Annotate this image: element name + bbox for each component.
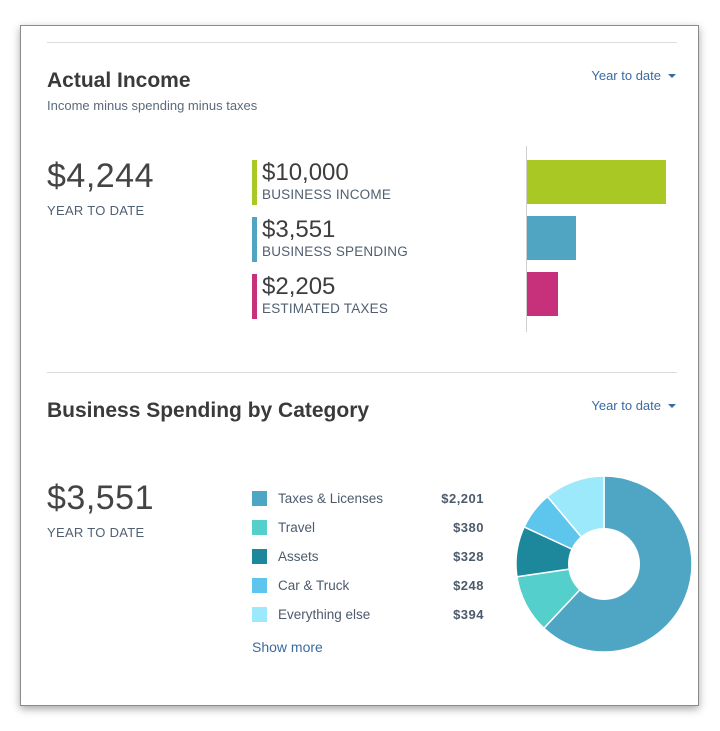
dashboard-card: Actual Income Income minus spending minu…: [20, 25, 699, 706]
legend-item-assets: Assets $328: [252, 548, 484, 564]
legend-amount: $328: [453, 548, 484, 564]
legend-swatch: [252, 548, 267, 564]
actual-income-total-label: YEAR TO DATE: [47, 203, 145, 218]
actual-income-title: Actual Income: [47, 69, 191, 92]
legend-amount: $380: [453, 519, 484, 535]
metric-amount: $3,551: [262, 216, 336, 243]
legend-amount: $394: [453, 606, 484, 622]
metric-amount: $10,000: [262, 159, 349, 186]
legend-amount: $248: [453, 577, 484, 593]
metric-business-income: $10,000 BUSINESS INCOME: [252, 160, 391, 205]
metric-business-spending: $3,551 BUSINESS SPENDING: [252, 217, 408, 262]
section-divider: [47, 372, 677, 373]
show-more-link[interactable]: Show more: [252, 639, 323, 655]
metric-estimated-taxes: $2,205 ESTIMATED TAXES: [252, 274, 388, 319]
period-label: Year to date: [591, 68, 661, 83]
legend-name: Car & Truck: [278, 577, 350, 593]
metric-color-bar: [252, 160, 257, 205]
bar-chart-axis: [526, 146, 527, 332]
metric-label: BUSINESS SPENDING: [262, 244, 408, 259]
metric-color-bar: [252, 274, 257, 319]
actual-income-total: $4,244: [47, 157, 154, 195]
legend-swatch: [252, 519, 267, 535]
top-divider: [47, 42, 677, 43]
metric-color-bar: [252, 217, 257, 262]
caret-down-icon: [668, 403, 676, 408]
legend-name: Travel: [278, 519, 316, 535]
spending-total: $3,551: [47, 479, 154, 517]
period-label: Year to date: [591, 398, 661, 413]
legend-name: Everything else: [278, 606, 371, 622]
bar-business-income: [527, 160, 666, 204]
legend-name: Assets: [278, 548, 319, 564]
bar-business-spending: [527, 216, 577, 260]
legend-item-travel: Travel $380: [252, 519, 484, 535]
legend-swatch: [252, 577, 267, 593]
legend-item-car-truck: Car & Truck $248: [252, 577, 484, 593]
legend-swatch: [252, 490, 267, 506]
caret-down-icon: [668, 73, 676, 78]
spending-donut-chart: [515, 475, 693, 653]
donut-hole: [568, 528, 640, 600]
metric-amount: $2,205: [262, 273, 336, 300]
actual-income-period-dropdown[interactable]: Year to date: [591, 68, 676, 83]
metric-label: ESTIMATED TAXES: [262, 301, 389, 316]
legend-swatch: [252, 606, 267, 622]
legend-item-everything-else: Everything else $394: [252, 606, 484, 622]
legend-item-taxes-licenses: Taxes & Licenses $2,201: [252, 490, 484, 506]
actual-income-subtitle: Income minus spending minus taxes: [47, 98, 258, 113]
legend-name: Taxes & Licenses: [278, 490, 384, 506]
bar-estimated-taxes: [527, 272, 558, 316]
spending-total-label: YEAR TO DATE: [47, 525, 145, 540]
spending-period-dropdown[interactable]: Year to date: [591, 398, 676, 413]
metric-label: BUSINESS INCOME: [262, 187, 392, 202]
spending-title: Business Spending by Category: [47, 399, 370, 422]
legend-amount: $2,201: [441, 490, 484, 506]
